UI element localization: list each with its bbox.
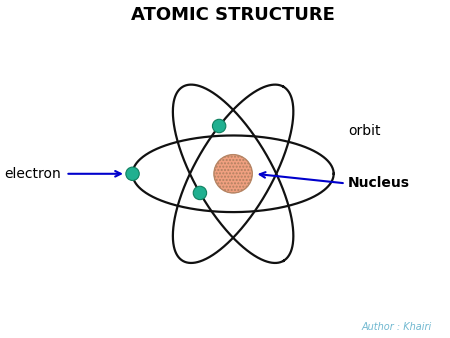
Circle shape — [193, 186, 207, 200]
Circle shape — [212, 119, 226, 133]
Text: orbit: orbit — [348, 124, 381, 138]
Text: electron: electron — [4, 167, 61, 181]
Text: ATOMIC STRUCTURE: ATOMIC STRUCTURE — [131, 6, 335, 24]
Text: Author : Khairi: Author : Khairi — [362, 322, 432, 332]
Text: Nucleus: Nucleus — [348, 176, 410, 190]
Circle shape — [126, 167, 139, 180]
Circle shape — [214, 154, 252, 193]
